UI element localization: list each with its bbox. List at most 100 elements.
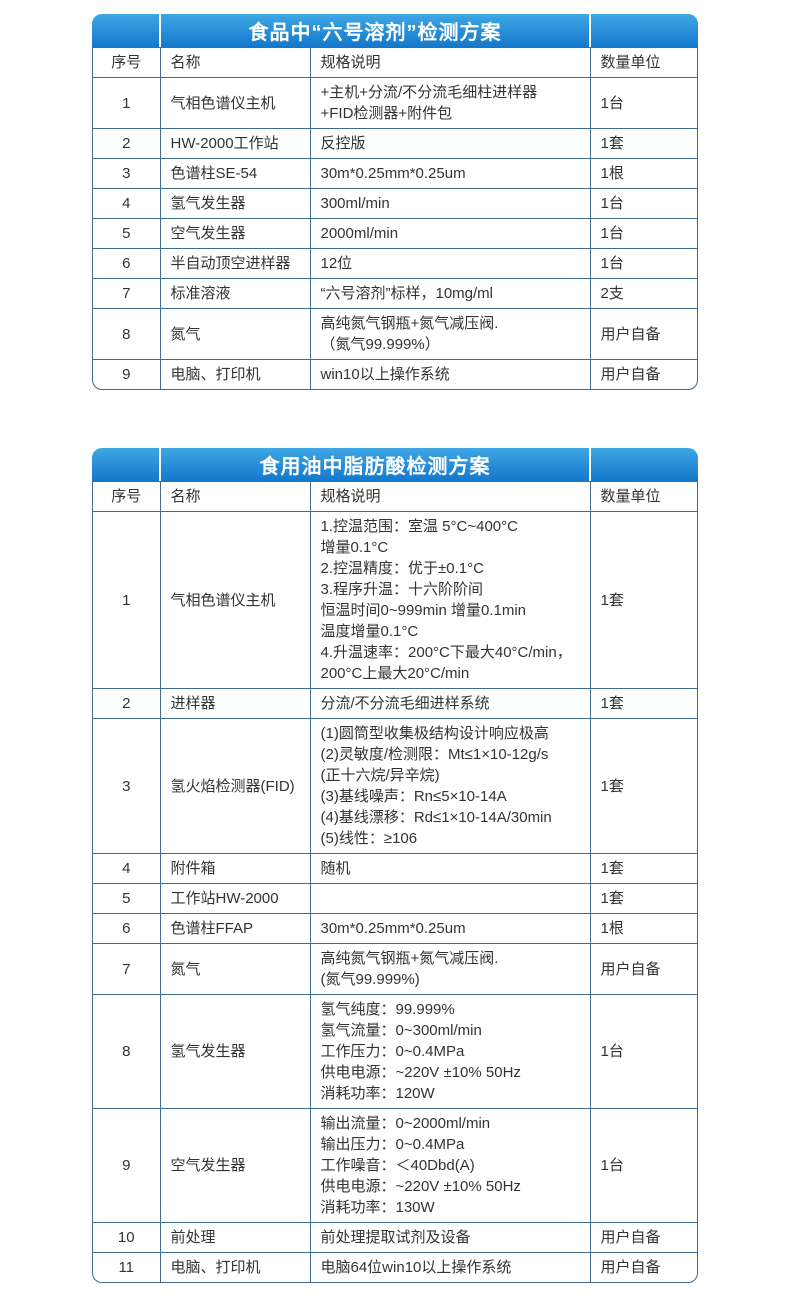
table-row: 8 氢气发生器 氢气纯度：99.999% 氢气流量：0~300ml/min 工作压力… [93, 994, 697, 1109]
cell-name: 半自动顶空进样器 [160, 248, 311, 279]
cell-no: 8 [93, 308, 161, 360]
cell-qty: 1台 [590, 994, 697, 1109]
cell-qty: 1台 [590, 248, 697, 279]
cell-spec: 输出流量：0~2000ml/min 输出压力：0~0.4MPa 工作噪音：＜40… [310, 1108, 591, 1223]
table-row: 5 工作站HW-2000 1套 [93, 883, 697, 914]
cell-no: 3 [93, 718, 161, 854]
table-title-text: 食用油中脂肪酸检测方案 [259, 456, 491, 478]
cell-name: 进样器 [160, 688, 311, 719]
cell-qty: 1根 [590, 913, 697, 944]
title-bar-left-segment [92, 14, 159, 47]
cell-no: 11 [93, 1252, 161, 1282]
cell-no: 2 [93, 128, 161, 159]
cell-no: 10 [93, 1222, 161, 1253]
column-header-spec: 规格说明 [310, 48, 591, 78]
table-row: 7 氮气 高纯氮气钢瓶+氮气减压阀. (氮气99.999%) 用户自备 [93, 943, 697, 995]
table-row: 9 电脑、打印机 win10以上操作系统 用户自备 [93, 359, 697, 389]
cell-qty: 用户自备 [590, 943, 697, 995]
cell-qty: 1套 [590, 128, 697, 159]
cell-spec: win10以上操作系统 [310, 359, 591, 389]
cell-spec: 前处理提取试剂及设备 [310, 1222, 591, 1253]
cell-qty: 1台 [590, 1108, 697, 1223]
title-bar: 食用油中脂肪酸检测方案 [92, 448, 698, 481]
cell-spec: 反控版 [310, 128, 591, 159]
cell-no: 5 [93, 218, 161, 249]
cell-no: 3 [93, 158, 161, 189]
column-header-name: 名称 [160, 482, 311, 512]
title-bar-left-segment [92, 448, 159, 481]
table-row: 2 进样器 分流/不分流毛细进样系统 1套 [93, 688, 697, 719]
column-header-spec: 规格说明 [310, 482, 591, 512]
column-header-qty: 数量单位 [590, 48, 697, 78]
cell-name: HW-2000工作站 [160, 128, 311, 159]
table-body: 1 气相色谱仪主机 1.控温范围：室温 5°C~400°C 增量0.1°C 2.控温… [93, 511, 697, 1282]
cell-name: 氢气发生器 [160, 994, 311, 1109]
cell-name: 氢火焰检测器(FID) [160, 718, 311, 854]
cell-qty: 用户自备 [600, 366, 661, 383]
column-header-no: 序号 [93, 482, 161, 512]
cell-qty: 用户自备 [590, 308, 697, 360]
cell-spec: 2000ml/min [310, 218, 591, 249]
cell-qty: 2支 [590, 278, 697, 309]
cell-no: 9 [93, 1108, 161, 1223]
table-row: 8 氮气 高纯氮气钢瓶+氮气减压阀. （氮气99.999%） 用户自备 [93, 308, 697, 360]
cell-qty: 1台 [590, 218, 697, 249]
plan-body: 序号 名称 规格说明 数量单位 1 气相色谱仪主机 1.控温范围：室温 5°C~40… [92, 481, 698, 1283]
table-row: 3 氢火焰检测器(FID) (1)圆筒型收集极结构设计响应极高 (2)灵敏度/检测限… [93, 718, 697, 854]
spec-table: 序号 名称 规格说明 数量单位 1 气相色谱仪主机 1.控温范围：室温 5°C~40… [93, 482, 697, 1282]
cell-qty: 1套 [590, 511, 697, 689]
cell-spec: 高纯氮气钢瓶+氮气减压阀. (氮气99.999%) [310, 943, 591, 995]
cell-no: 4 [93, 853, 161, 884]
table-row: 4 氢气发生器 300ml/min 1台 [93, 188, 697, 219]
table-title: 食品中“六号溶剂”检测方案 [161, 14, 589, 47]
cell-qty: 用户自备 [590, 1222, 697, 1253]
column-header-name: 名称 [160, 48, 311, 78]
header-row: 序号 名称 规格说明 数量单位 [93, 48, 697, 78]
table-row: 1 气相色谱仪主机 +主机+分流/不分流毛细柱进样器 +FID检测器+附件包 1台 [93, 77, 697, 129]
cell-qty: 1套 [590, 718, 697, 854]
cell-name: 色谱柱SE-54 [160, 158, 311, 189]
table-row: 6 色谱柱FFAP 30m*0.25mm*0.25um 1根 [93, 913, 697, 944]
cell-spec: 随机 [310, 853, 591, 884]
table-row: 7 标准溶液 “六号溶剂”标样，10mg/ml 2支 [93, 278, 697, 309]
cell-name: 气相色谱仪主机 [160, 77, 311, 129]
cell-qty: 1根 [590, 158, 697, 189]
cell-spec: 30m*0.25mm*0.25um [310, 158, 591, 189]
detection-plan-table-2: 食用油中脂肪酸检测方案 序号 名称 规格说明 数量单位 1 气相色谱仪主机 1.控温… [92, 448, 698, 1283]
cell-no: 7 [93, 943, 161, 995]
table-title-text: 食品中“六号溶剂”检测方案 [248, 22, 502, 44]
cell-name: 电脑、打印机 [160, 359, 311, 389]
table-row: 6 半自动顶空进样器 12位 1台 [93, 248, 697, 279]
cell-name: 氮气 [160, 943, 311, 995]
title-bar-right-segment [591, 448, 698, 481]
column-header-qty: 数量单位 [590, 482, 697, 512]
cell-spec: (1)圆筒型收集极结构设计响应极高 (2)灵敏度/检测限：Mt≤1×10-12g… [310, 718, 591, 854]
cell-name: 空气发生器 [160, 218, 311, 249]
cell-name: 氢气发生器 [160, 188, 311, 219]
cell-name: 空气发生器 [160, 1108, 311, 1223]
cell-no: 6 [93, 913, 161, 944]
cell-name: 电脑、打印机 [160, 1252, 311, 1282]
column-header-no: 序号 [93, 48, 161, 78]
cell-spec: 氢气纯度：99.999% 氢气流量：0~300ml/min 工作压力：0~0.4… [310, 994, 591, 1109]
table-title: 食用油中脂肪酸检测方案 [161, 448, 589, 481]
cell-spec: “六号溶剂”标样，10mg/ml [310, 278, 591, 309]
table-row: 4 附件箱 随机 1套 [93, 853, 697, 884]
cell-no: 4 [93, 188, 161, 219]
cell-no: 9 [93, 359, 161, 389]
cell-qty: 1台 [590, 188, 697, 219]
table-row: 10 前处理 前处理提取试剂及设备 用户自备 [93, 1222, 697, 1253]
cell-no: 7 [93, 278, 161, 309]
cell-no: 8 [93, 994, 161, 1109]
cell-name: 前处理 [160, 1222, 311, 1253]
cell-qty: 1套 [590, 883, 697, 914]
cell-qty: 1台 [590, 77, 697, 129]
title-bar: 食品中“六号溶剂”检测方案 [92, 14, 698, 47]
table-body: 1 气相色谱仪主机 +主机+分流/不分流毛细柱进样器 +FID检测器+附件包 1台 2 H… [93, 77, 697, 389]
cell-no: 6 [93, 248, 161, 279]
cell-name: 氮气 [160, 308, 311, 360]
title-bar-right-segment [591, 14, 698, 47]
cell-no: 5 [93, 883, 161, 914]
cell-no: 2 [93, 688, 161, 719]
table-row: 2 HW-2000工作站 反控版 1套 [93, 128, 697, 159]
